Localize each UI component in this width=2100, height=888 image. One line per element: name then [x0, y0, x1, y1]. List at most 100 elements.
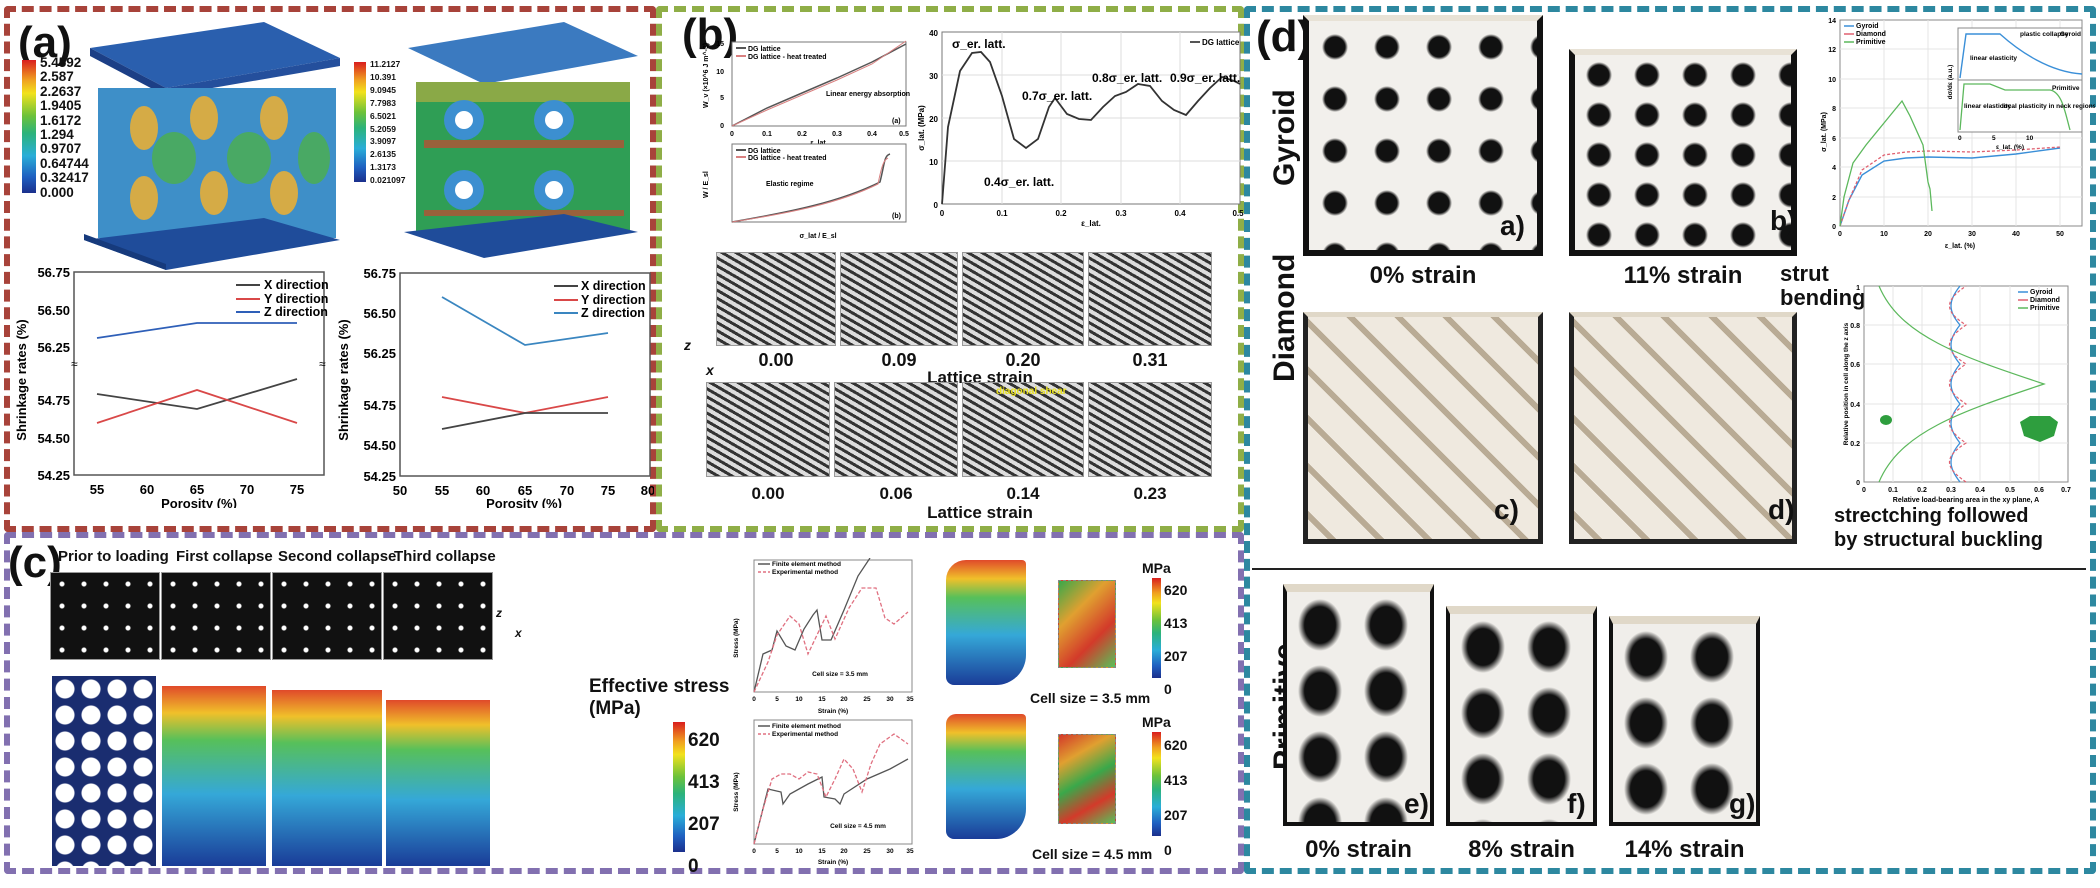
svg-text:20: 20 — [1924, 231, 1932, 238]
svg-text:0: 0 — [940, 209, 945, 218]
svg-text:Strain (%): Strain (%) — [818, 859, 848, 866]
svg-text:σ_lat. (MPa): σ_lat. (MPa) — [1821, 112, 1828, 152]
strain-row2-2: 0.14 — [1006, 484, 1040, 503]
svg-text:54.75: 54.75 — [37, 393, 70, 408]
svg-text:Gyroid: Gyroid — [1856, 23, 1879, 30]
svg-text:≈: ≈ — [71, 357, 78, 371]
svg-text:8: 8 — [1832, 106, 1836, 113]
svg-text:σ_er. latt.: σ_er. latt. — [952, 37, 1006, 51]
svg-text:DG lattice - heat treated: DG lattice - heat treated — [748, 54, 827, 61]
svg-text:4: 4 — [1832, 165, 1836, 172]
svg-text:70: 70 — [560, 483, 574, 498]
svg-text:10: 10 — [1880, 231, 1888, 238]
svg-text:0: 0 — [1862, 487, 1866, 494]
svg-text:Elastic regime: Elastic regime — [766, 181, 814, 188]
svg-text:Primitive: Primitive — [1856, 39, 1886, 46]
sublabel-d: d) — [1768, 494, 1795, 525]
svg-text:Porosity (%): Porosity (%) — [486, 496, 562, 508]
svg-text:Relative position in cell alon: Relative position in cell along the z ax… — [1843, 322, 1850, 445]
svg-text:dσ/dε (a.u.): dσ/dε (a.u.) — [1947, 65, 1954, 100]
chart-shrinkage-left: 56.75 56.50 56.25 54.75 54.50 54.25 Shri… — [14, 268, 329, 508]
collapse-photo-second — [272, 572, 382, 660]
primitive-fea-model — [404, 22, 638, 258]
svg-text:50: 50 — [393, 483, 407, 498]
gyroid-caption-11: 11% strain — [1623, 262, 1743, 289]
svg-text:Finite element method: Finite element method — [772, 561, 841, 568]
svg-text:75: 75 — [601, 483, 615, 498]
svg-text:10: 10 — [1828, 77, 1836, 84]
chart-shrinkage-right: 56.75 56.50 56.25 54.75 54.50 54.25 Shri… — [336, 268, 654, 508]
svg-text:σ_lat. (MPa): σ_lat. (MPa) — [918, 105, 926, 151]
svg-text:DG lattice - heat treated: DG lattice - heat treated — [748, 155, 827, 162]
colorbar-3-5mm-ticks: 620 413 207 0 — [1164, 582, 1188, 697]
svg-text:70: 70 — [240, 482, 254, 497]
row-divider — [1252, 568, 2086, 570]
svg-text:linear elasticity: linear elasticity — [1970, 55, 2017, 62]
svg-text:20: 20 — [840, 848, 848, 855]
strut-bending-annotation: strut bending — [1780, 261, 1866, 310]
svg-text:65: 65 — [518, 483, 532, 498]
svg-text:Y direction: Y direction — [581, 293, 645, 307]
svg-text:0.8: 0.8 — [1850, 323, 1860, 330]
svg-text:Gyroid: Gyroid — [2030, 289, 2053, 296]
mpa-label-1: MPa — [1142, 560, 1171, 576]
svg-text:(a): (a) — [892, 118, 901, 125]
svg-text:5: 5 — [775, 848, 779, 855]
svg-text:20: 20 — [840, 696, 848, 703]
svg-text:0: 0 — [1838, 231, 1842, 238]
panel-c — [4, 532, 1244, 874]
strain-row1-0: 0.00 — [758, 350, 794, 370]
lattice-photo-1 — [716, 252, 836, 346]
fea-second-collapse — [272, 690, 382, 866]
lattice-photo-4 — [1088, 252, 1212, 346]
diamond-photo-0 — [1303, 312, 1543, 544]
svg-text:35: 35 — [906, 848, 914, 855]
effective-stress-ticks: 620 413 207 0 — [688, 730, 720, 877]
cell-size-4-5: Cell size = 4.5 mm — [1032, 846, 1153, 862]
fea-zoom-4-5mm — [1058, 734, 1116, 824]
svg-text:Gyroid: Gyroid — [2060, 31, 2081, 38]
collapse-photo-third — [383, 572, 493, 660]
colorbar-right — [354, 62, 366, 182]
svg-text:5: 5 — [775, 696, 779, 703]
svg-text:0: 0 — [1832, 224, 1836, 231]
svg-text:56.25: 56.25 — [363, 346, 396, 361]
svg-text:Linear energy absorption: Linear energy absorption — [826, 91, 910, 98]
chart-d-load-bearing-area: 0 0.2 0.4 0.6 0.8 1 0 0.1 0.2 0.3 0.4 0.5 0.6 0.7 Re… — [1843, 285, 2071, 504]
svg-text:0.9σ_er. latt.: 0.9σ_er. latt. — [1170, 71, 1240, 85]
stretching-buckling-annotation: strectching followed by structural buckli… — [1834, 505, 2043, 551]
lattice-photo-7 — [962, 382, 1084, 477]
sublabel-b: b) — [1770, 205, 1797, 236]
svg-text:Relative load-bearing area in: Relative load-bearing area in the xy pla… — [1893, 497, 2039, 504]
svg-text:ε_lat. (%): ε_lat. (%) — [1945, 243, 1975, 250]
svg-text:0.3: 0.3 — [832, 131, 842, 138]
svg-text:40: 40 — [2012, 231, 2020, 238]
panel-a — [4, 6, 656, 532]
svg-text:60: 60 — [140, 482, 154, 497]
strain-row2-0: 0.00 — [751, 484, 785, 503]
chart-loglog-energy: DG lattice DG lattice - heat treated Ela… — [703, 143, 907, 240]
svg-text:15: 15 — [716, 41, 724, 48]
lattice-photo-3 — [962, 252, 1084, 346]
svg-text:linear elasticity: linear elasticity — [1964, 103, 2011, 110]
svg-text:20: 20 — [929, 115, 938, 124]
svg-text:0.5: 0.5 — [899, 131, 909, 138]
svg-text:X direction: X direction — [581, 279, 646, 293]
svg-text:Stress (MPa): Stress (MPa) — [733, 772, 740, 811]
lattice-photo-5 — [706, 382, 830, 477]
strain-row1-3: 0.31 — [1132, 350, 1168, 370]
lattice-photo-2 — [840, 252, 958, 346]
fea-lattice-4-5mm — [946, 714, 1026, 839]
svg-text:55: 55 — [90, 482, 104, 497]
row-label-gyroid: Gyroid — [1268, 89, 1301, 186]
svg-text:Diamond: Diamond — [1856, 31, 1886, 38]
svg-text:local plasticity in neck regio: local plasticity in neck regions — [2002, 103, 2095, 110]
svg-text:Diamond: Diamond — [2030, 297, 2060, 304]
svg-text:0.2: 0.2 — [797, 131, 807, 138]
svg-text:0.4: 0.4 — [1174, 209, 1186, 218]
collapse-photo-first — [161, 572, 271, 660]
svg-text:Y direction: Y direction — [264, 292, 328, 306]
svg-text:10: 10 — [2026, 135, 2034, 142]
svg-text:DG lattice: DG lattice — [1202, 38, 1240, 47]
diamond-photo-1 — [1569, 312, 1797, 544]
